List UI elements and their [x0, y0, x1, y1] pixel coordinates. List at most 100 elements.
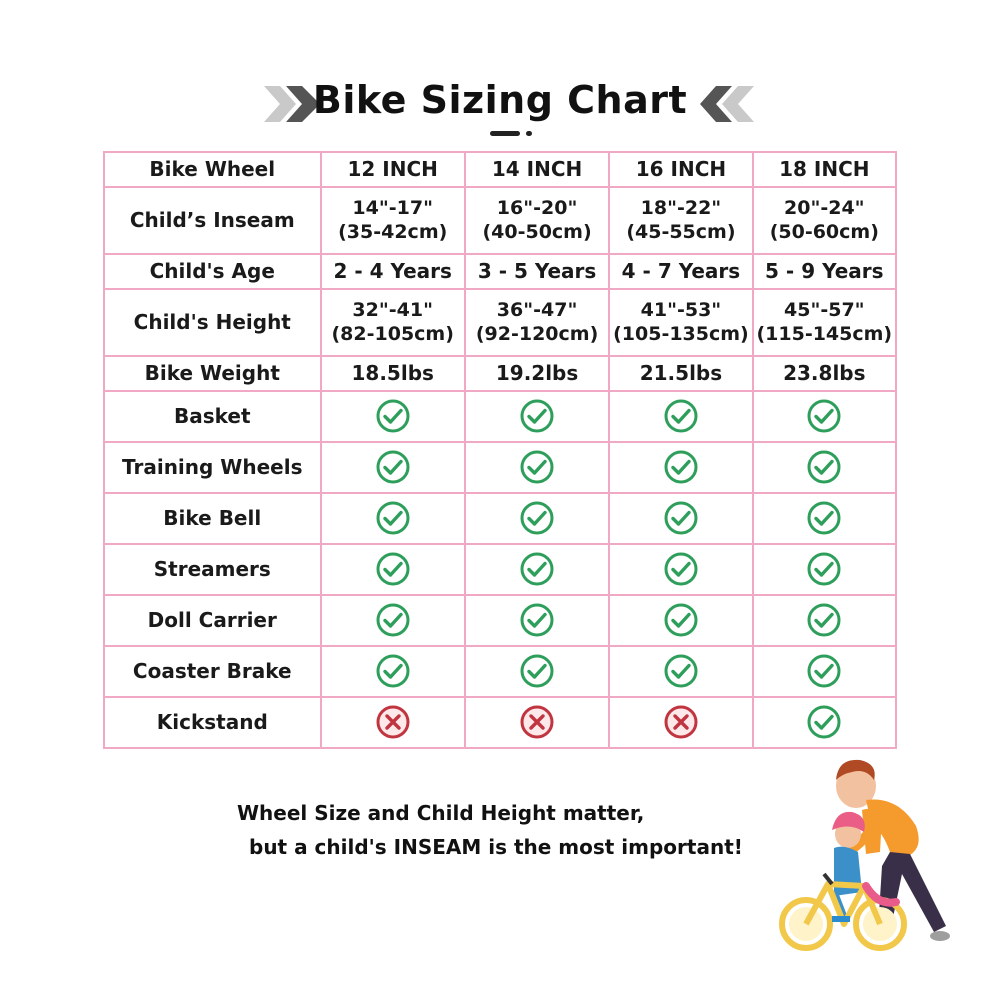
table-cell: 19.2lbs [463, 355, 611, 392]
check-icon [376, 501, 410, 535]
table-cell-icon [608, 491, 754, 545]
table-cell: 5 - 9 Years [751, 253, 898, 290]
table-cell-icon [608, 644, 754, 698]
table-cell-icon [463, 542, 611, 596]
table-cell-icon [319, 440, 466, 494]
check-icon [520, 654, 554, 688]
table-cell-icon [608, 695, 754, 750]
title-underline [490, 131, 520, 136]
table-row-kickstand: Kickstand [103, 695, 898, 750]
cross-icon [664, 705, 698, 739]
table-cell: 14"-17" (35-42cm) [319, 185, 466, 256]
table-cell-icon [463, 644, 611, 698]
cell-cm: (92-120cm) [475, 323, 599, 346]
check-icon [664, 501, 698, 535]
table-cell-icon [319, 542, 466, 596]
table-cell-icon [463, 440, 611, 494]
table-row-doll-carrier: Doll Carrier [103, 593, 898, 647]
check-icon [376, 450, 410, 484]
table-cell: 23.8lbs [751, 355, 898, 392]
row-label: Bike Bell [103, 491, 322, 545]
cell-inches: 45"-57" [784, 299, 865, 322]
table-row-basket: Basket [103, 389, 898, 443]
table-cell-icon [463, 491, 611, 545]
table-cell-icon [751, 593, 898, 647]
table-cell: 32"-41" (82-105cm) [319, 287, 466, 358]
check-icon [664, 552, 698, 586]
cell-cm: (45-55cm) [626, 221, 736, 244]
table-cell-icon [608, 542, 754, 596]
cell-inches: 18"-22" [640, 197, 722, 220]
table-cell: 12 INCH [319, 151, 466, 188]
cell-inches: 14"-17" [352, 197, 433, 220]
row-label: Coaster Brake [103, 644, 322, 698]
table-row-bike-bell: Bike Bell [103, 491, 898, 545]
table-cell-icon [463, 593, 611, 647]
check-icon [664, 654, 698, 688]
table-cell: 16 INCH [608, 151, 754, 188]
table-row-bike-wheel: Bike Wheel 12 INCH 14 INCH 16 INCH 18 INCH [103, 151, 898, 188]
table-cell-icon [319, 695, 466, 750]
parent-child-bike-illustration [779, 759, 950, 951]
header: Bike Sizing Chart [0, 70, 1000, 140]
table-cell: 21.5lbs [608, 355, 754, 392]
table-cell: 2 - 4 Years [319, 253, 466, 290]
check-icon [376, 552, 410, 586]
note-line-2: but a child's INSEAM is the most importa… [249, 835, 743, 859]
table-cell: 20"-24" (50-60cm) [751, 185, 898, 256]
table-cell-icon [319, 644, 466, 698]
table-cell-icon [751, 440, 898, 494]
cell-inches: 16"-20" [496, 197, 578, 220]
cell-cm: (105-135cm) [613, 323, 749, 346]
table-cell: 18"-22" (45-55cm) [608, 185, 754, 256]
table-cell-icon [751, 644, 898, 698]
sizing-table: Bike Wheel 12 INCH 14 INCH 16 INCH 18 INCH Ch… [103, 151, 898, 750]
table-row-child-s-height: Child's Height 32"-41" (82-105cm) 36"-47" (9… [103, 287, 898, 358]
check-icon [520, 399, 554, 433]
row-label: Child's Height [103, 287, 322, 358]
check-icon [664, 399, 698, 433]
check-icon [807, 399, 841, 433]
check-icon [520, 552, 554, 586]
table-row-streamers: Streamers [103, 542, 898, 596]
table-cell-icon [608, 440, 754, 494]
cell-inches: 41"-53" [640, 299, 722, 322]
check-icon [807, 450, 841, 484]
table-cell-icon [319, 389, 466, 443]
table-cell-icon [751, 695, 898, 750]
row-label: Bike Wheel [103, 151, 322, 188]
table-cell: 14 INCH [463, 151, 611, 188]
table-row-child-s-inseam: Child’s Inseam 14"-17" (35-42cm) 16"-20" (40… [103, 185, 898, 256]
row-label: Training Wheels [103, 440, 322, 494]
cell-inches: 36"-47" [496, 299, 578, 322]
row-label: Bike Weight [103, 355, 322, 392]
row-label: Streamers [103, 542, 322, 596]
check-icon [520, 450, 554, 484]
row-label: Basket [103, 389, 322, 443]
table-row-coaster-brake: Coaster Brake [103, 644, 898, 698]
table-cell: 18.5lbs [319, 355, 466, 392]
table-cell-icon [751, 542, 898, 596]
row-label: Doll Carrier [103, 593, 322, 647]
table-cell-icon [463, 695, 611, 750]
table-cell-icon [608, 593, 754, 647]
table-cell-icon [319, 593, 466, 647]
check-icon [807, 705, 841, 739]
table-row-bike-weight: Bike Weight 18.5lbs 19.2lbs 21.5lbs 23.8lbs [103, 355, 898, 392]
table-cell: 18 INCH [751, 151, 898, 188]
table-cell-icon [751, 389, 898, 443]
cell-inches: 32"-41" [352, 299, 433, 322]
check-icon [664, 450, 698, 484]
cell-cm: (50-60cm) [769, 221, 879, 244]
check-icon [520, 501, 554, 535]
check-icon [664, 603, 698, 637]
cell-cm: (35-42cm) [338, 221, 448, 244]
check-icon [807, 552, 841, 586]
table-cell: 41"-53" (105-135cm) [608, 287, 754, 358]
check-icon [520, 603, 554, 637]
cell-cm: (40-50cm) [482, 221, 592, 244]
page-title: Bike Sizing Chart [312, 78, 688, 122]
check-icon [376, 603, 410, 637]
cell-cm: (82-105cm) [331, 323, 454, 346]
chevrons-right-icon [264, 86, 320, 122]
